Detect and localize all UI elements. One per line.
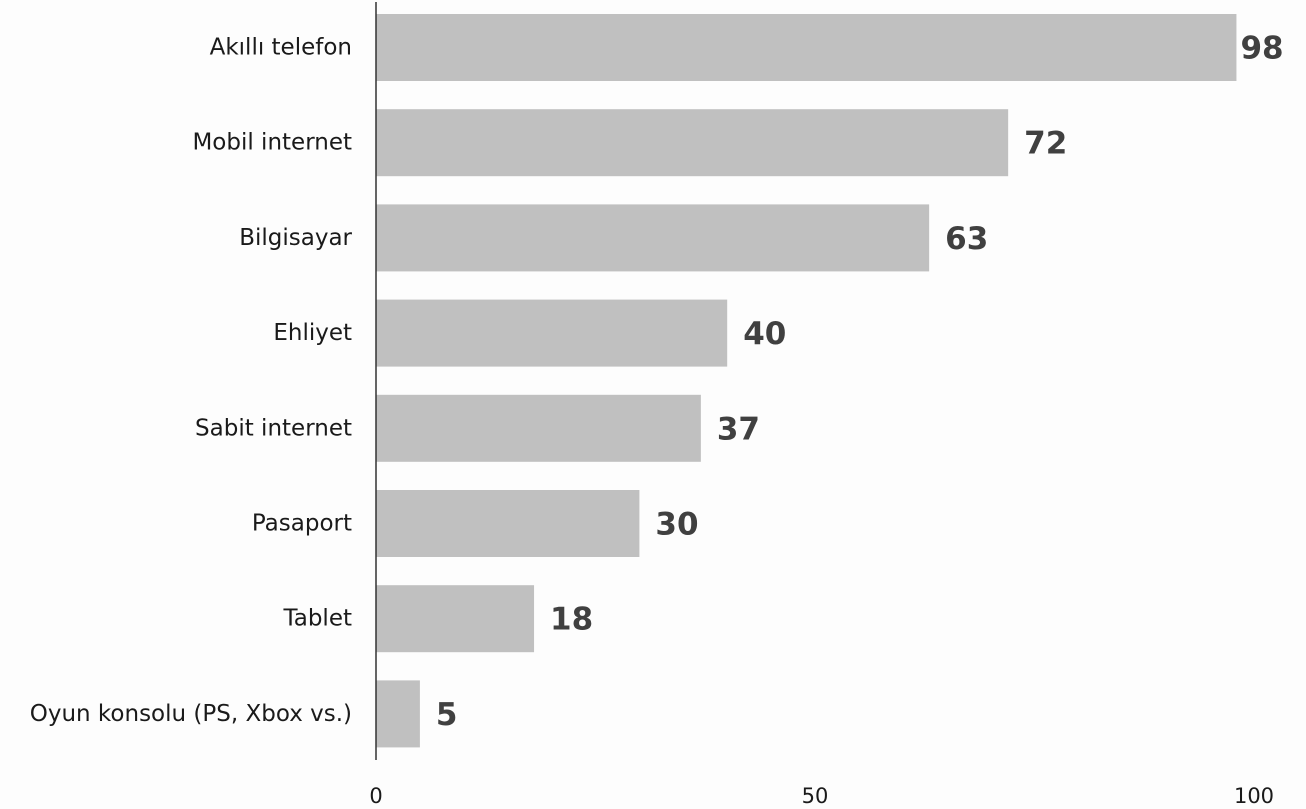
bar-1 (376, 109, 1009, 177)
category-label-1: Mobil internet (192, 130, 352, 156)
category-label-7: Oyun konsolu (PS, Xbox vs.) (30, 701, 352, 727)
value-label-6: 18 (550, 602, 593, 638)
value-label-0: 98 (1240, 31, 1283, 67)
bar-3 (376, 299, 728, 367)
value-label-5: 30 (655, 507, 698, 543)
category-label-2: Bilgisayar (239, 225, 352, 251)
category-label-0: Akıllı telefon (210, 35, 352, 61)
bar-2 (376, 204, 930, 272)
value-label-2: 63 (945, 221, 988, 257)
bar-5 (376, 490, 640, 557)
bar-4 (376, 394, 701, 462)
category-label-4: Sabit internet (195, 415, 352, 441)
x-tick-label-2: 100 (1234, 784, 1274, 808)
x-tick-label-1: 50 (802, 784, 829, 808)
x-axis-ticks: 0 50 100 (369, 784, 1274, 808)
category-label-5: Pasaport (252, 511, 352, 537)
category-labels: Akıllı telefon Mobil internet Bilgisayar Eh… (30, 35, 353, 727)
bars-group (376, 14, 1237, 748)
x-tick-label-0: 0 (369, 784, 382, 808)
category-label-6: Tablet (283, 606, 353, 632)
bar-6 (376, 585, 535, 653)
value-label-4: 37 (717, 411, 760, 447)
value-label-7: 5 (436, 697, 458, 733)
category-label-3: Ehliyet (273, 320, 352, 346)
bar-0 (376, 14, 1237, 81)
value-labels: 98 72 63 40 37 30 18 5 (436, 31, 1284, 733)
value-label-1: 72 (1024, 126, 1067, 162)
value-label-3: 40 (743, 316, 786, 352)
bar-7 (376, 680, 420, 748)
